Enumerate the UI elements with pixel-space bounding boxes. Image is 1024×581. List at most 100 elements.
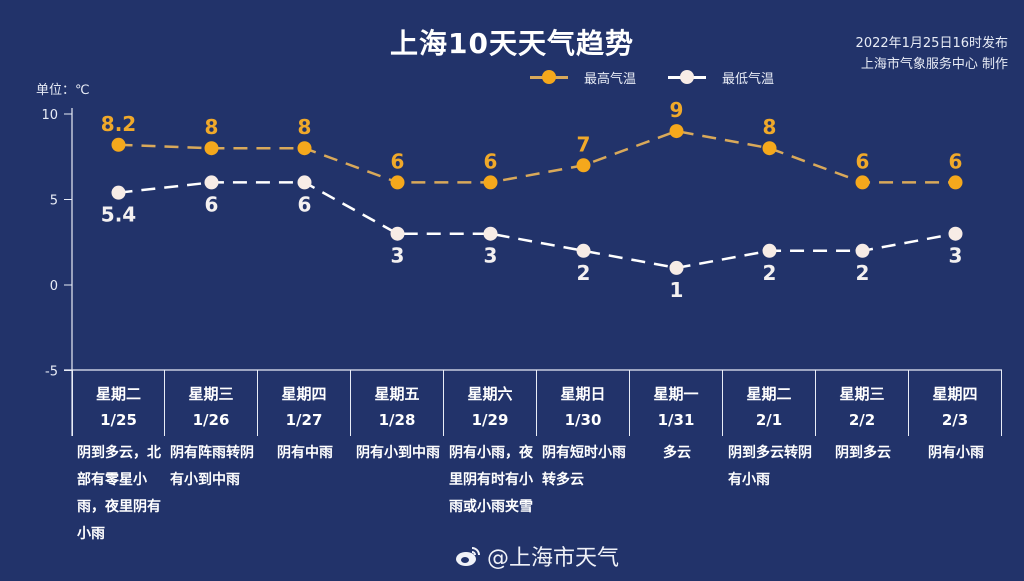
day-of-week: 星期四 <box>281 385 327 403</box>
weather-description: 阴有小雨，夜里阴有时有小雨或小雨夹雪 <box>449 445 533 515</box>
producer: 上海市气象服务中心 制作 <box>860 57 1008 72</box>
high-temp-point <box>297 141 312 156</box>
day-column: 星期一 1/31 多云 <box>630 370 723 548</box>
low-temp-point <box>483 226 498 241</box>
low-temp-point <box>576 243 591 258</box>
day-header: 星期五 1/28 <box>351 370 444 436</box>
high-temp-point <box>669 124 684 139</box>
series-lines: 8.2 8 8 6 6 7 9 8 6 6 5.4 6 6 3 3 2 1 2 2 3 <box>101 98 963 302</box>
day-column: 星期三 1/26 阴有阵雨转阴有小到中雨 <box>165 370 258 548</box>
high-temp-point <box>390 175 405 190</box>
day-header: 星期日 1/30 <box>537 370 630 436</box>
weather-description: 多云 <box>663 445 691 461</box>
day-of-week: 星期四 <box>932 385 978 403</box>
legend-item-high: 最高气温 <box>530 68 636 87</box>
y-tick-label: 5 <box>50 194 58 209</box>
day-of-week: 星期五 <box>374 385 420 403</box>
low-temp-point <box>204 175 219 190</box>
day-date: 1/28 <box>378 411 416 429</box>
low-temp-label: 3 <box>391 244 405 268</box>
weibo-icon <box>456 547 480 566</box>
day-header: 星期二 1/25 <box>72 370 165 436</box>
day-date: 1/31 <box>657 411 695 429</box>
day-of-week: 星期六 <box>467 385 513 403</box>
low-temp-label: 5.4 <box>101 203 136 227</box>
day-header: 星期二 2/1 <box>723 370 816 436</box>
high-temp-label: 8.2 <box>101 112 136 136</box>
high-temp-label: 6 <box>856 149 870 173</box>
low-temp-label: 6 <box>205 192 219 216</box>
day-of-week: 星期三 <box>839 385 885 403</box>
high-temp-label: 8 <box>205 115 219 139</box>
low-temp-line <box>118 181 956 270</box>
watermark-text: @上海市天气 <box>487 546 620 571</box>
high-temp-point <box>855 175 870 190</box>
day-date: 2/3 <box>941 411 969 429</box>
low-temp-label: 1 <box>670 278 684 302</box>
low-temp-point <box>762 243 777 258</box>
day-header: 星期三 1/26 <box>165 370 258 436</box>
high-temp-label: 6 <box>484 149 498 173</box>
day-columns: 星期二 1/25 阴到多云，北部有零星小雨，夜里阴有小雨 星期三 1/26 阴有阵雨转阴有… <box>72 370 1002 548</box>
day-column: 星期二 2/1 阴到多云转阴有小雨 <box>723 370 816 548</box>
legend-label-high: 最高气温 <box>584 72 637 87</box>
low-temp-label: 2 <box>856 261 870 285</box>
legend-line-low-icon <box>668 70 707 84</box>
weather-description: 阴有小到中雨 <box>356 445 440 461</box>
weather-description: 阴到多云转阴有小雨 <box>728 445 812 488</box>
weather-description: 阴有小雨 <box>928 445 984 461</box>
low-temp-point <box>855 243 870 258</box>
low-temp-label: 6 <box>298 192 312 216</box>
legend-line-high-icon <box>530 70 568 84</box>
day-date: 1/25 <box>100 411 137 429</box>
high-temp-point <box>483 175 498 190</box>
high-temp-point <box>762 141 777 156</box>
weather-description: 阴到多云，北部有零星小雨，夜里阴有小雨 <box>77 445 161 542</box>
day-date: 1/30 <box>564 411 602 429</box>
high-temp-label: 8 <box>298 115 312 139</box>
low-temp-point <box>669 260 684 275</box>
day-date: 1/27 <box>285 411 323 429</box>
day-column: 星期五 1/28 阴有小到中雨 <box>351 370 444 548</box>
day-of-week: 星期日 <box>560 385 606 403</box>
publish-time: 2022年1月25日16时发布 <box>855 36 1008 51</box>
high-temp-label: 7 <box>577 132 591 156</box>
high-temp-point <box>204 141 219 156</box>
day-header: 星期一 1/31 <box>630 370 723 436</box>
day-date: 2/2 <box>848 411 876 429</box>
day-column: 星期日 1/30 阴有短时小雨转多云 <box>537 370 630 548</box>
low-temp-point <box>948 226 963 241</box>
publish-info: 2022年1月25日16时发布 上海市气象服务中心 制作 <box>856 33 1008 75</box>
high-temp-point <box>576 158 591 173</box>
low-temp-label: 3 <box>949 244 963 268</box>
day-column: 星期四 1/27 阴有中雨 <box>258 370 351 548</box>
day-column: 星期二 1/25 阴到多云，北部有零星小雨，夜里阴有小雨 <box>72 370 165 548</box>
weather-description: 阴有短时小雨转多云 <box>542 445 626 488</box>
day-header: 星期四 2/3 <box>909 370 1002 436</box>
y-tick-label: 10 <box>41 108 58 123</box>
low-temp-label: 2 <box>763 261 777 285</box>
high-temp-point <box>948 175 963 190</box>
high-temp-point <box>111 137 126 152</box>
day-header: 星期四 1/27 <box>258 370 351 436</box>
day-column: 星期六 1/29 阴有小雨，夜里阴有时有小雨或小雨夹雪 <box>444 370 537 548</box>
low-temp-point <box>390 226 405 241</box>
low-temp-label: 2 <box>577 261 591 285</box>
day-date: 2/1 <box>755 411 783 429</box>
day-of-week: 星期二 <box>95 385 141 403</box>
chart-legend: 最高气温 最低气温 <box>530 68 806 87</box>
weather-description: 阴有中雨 <box>277 445 333 461</box>
weather-description: 阴到多云 <box>835 445 891 461</box>
low-temp-label: 3 <box>484 244 498 268</box>
day-date: 1/29 <box>471 411 509 429</box>
high-temp-label: 6 <box>949 149 963 173</box>
day-header: 星期六 1/29 <box>444 370 537 436</box>
legend-item-low: 最低气温 <box>668 68 774 87</box>
high-temp-label: 9 <box>670 98 684 122</box>
day-column: 星期四 2/3 阴有小雨 <box>909 370 1002 548</box>
high-temp-label: 6 <box>391 149 405 173</box>
low-temp-point <box>297 175 312 190</box>
day-of-week: 星期三 <box>188 385 234 403</box>
high-temp-label: 8 <box>763 115 777 139</box>
